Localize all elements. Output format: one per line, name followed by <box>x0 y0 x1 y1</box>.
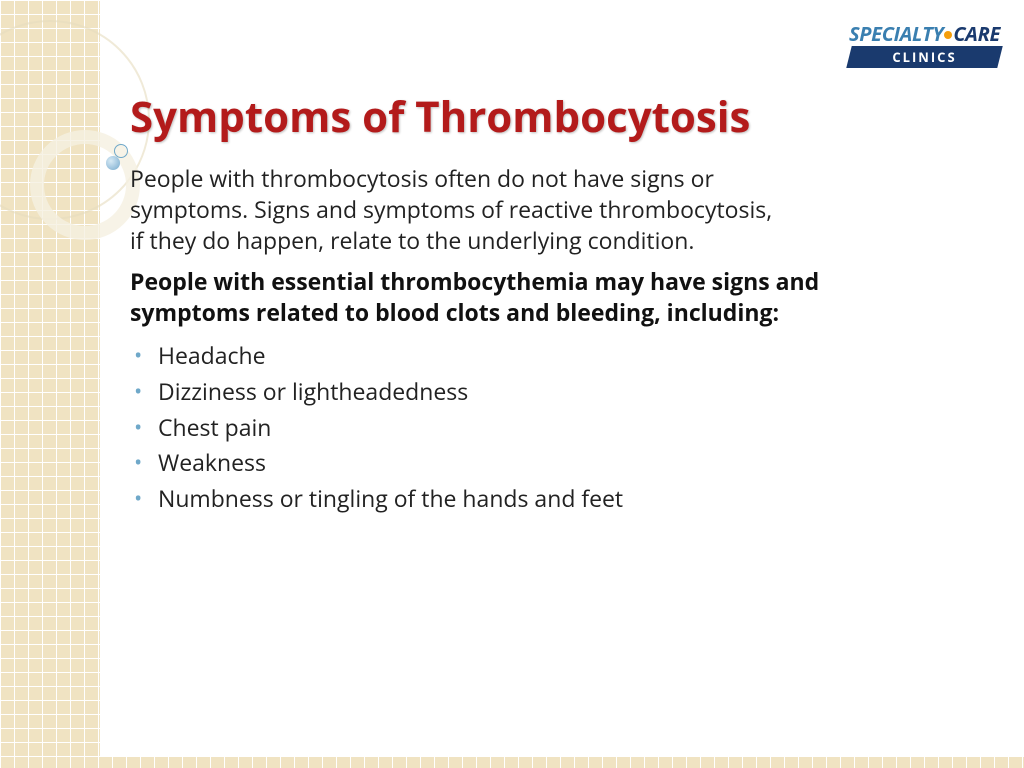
brand-logo: SPECIALTYCARE CLINICS <box>849 24 1000 68</box>
subheading: People with essential thrombocythemia ma… <box>130 266 850 328</box>
list-item: Headache <box>130 338 950 374</box>
logo-dot-icon <box>944 31 952 39</box>
list-item: Numbness or tingling of the hands and fe… <box>130 481 950 517</box>
logo-bar-label: CLINICS <box>855 48 994 66</box>
logo-word-2: CARE <box>953 20 1000 47</box>
slide-content: Symptoms of Thrombocytosis People with t… <box>130 88 950 516</box>
symptom-list: Headache Dizziness or lightheadedness Ch… <box>130 338 950 516</box>
logo-bar: CLINICS <box>846 46 1003 68</box>
slide-title: Symptoms of Thrombocytosis <box>130 88 950 145</box>
intro-paragraph: People with thrombocytosis often do not … <box>130 163 790 256</box>
list-item: Dizziness or lightheadedness <box>130 374 950 410</box>
bottom-grid-decoration <box>0 756 1024 768</box>
list-item: Weakness <box>130 445 950 481</box>
logo-text: SPECIALTYCARE <box>849 24 1000 44</box>
list-item: Chest pain <box>130 410 950 446</box>
logo-word-1: SPECIALTY <box>849 20 943 47</box>
